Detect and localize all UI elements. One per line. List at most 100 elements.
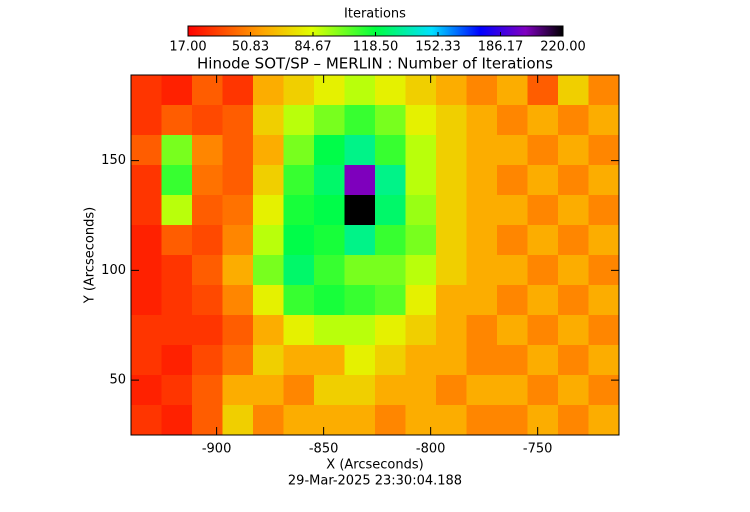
heatmap-cell (314, 165, 345, 196)
heatmap-cell (253, 105, 284, 136)
heatmap-cell (375, 225, 406, 256)
y-axis-label: Y (Arcseconds) (83, 207, 98, 304)
heatmap-cell (588, 405, 620, 436)
heatmap-cell (253, 405, 284, 436)
heatmap-cell (558, 285, 589, 316)
heatmap-cell (436, 135, 467, 166)
heatmap-cell (497, 135, 528, 166)
x-tick-label: -800 (416, 442, 446, 457)
heatmap-cell (497, 375, 528, 406)
heatmap-cell (497, 165, 528, 196)
heatmap-cell (527, 315, 559, 346)
heatmap-cell (466, 255, 498, 286)
heatmap-cell (497, 255, 528, 286)
heatmap-cell (131, 225, 162, 256)
heatmap-cell (161, 105, 193, 136)
heatmap-cell (558, 195, 589, 226)
heatmap-cell (344, 75, 376, 106)
heatmap-cell (527, 75, 559, 106)
heatmap-cell (588, 285, 620, 316)
heatmap-cell (375, 135, 406, 166)
heatmap-cell (344, 405, 376, 436)
colorbar-title: Iterations (344, 7, 406, 22)
heatmap-cell (314, 225, 345, 256)
heatmap-cell (253, 195, 284, 226)
heatmap-cell (161, 225, 193, 256)
heatmap-cell (588, 225, 620, 256)
heatmap-cell (131, 375, 162, 406)
heatmap-cell (436, 225, 467, 256)
heatmap-cell (436, 105, 467, 136)
heatmap-cell (131, 105, 162, 136)
x-tick-label: -850 (309, 442, 339, 457)
heatmap-cell (192, 225, 223, 256)
heatmap-cell (314, 345, 345, 376)
y-tick-label: 100 (101, 263, 126, 278)
heatmap-cell (283, 375, 315, 406)
heatmap-cell (436, 285, 467, 316)
heatmap-cell (466, 75, 498, 106)
heatmap-cell (161, 405, 193, 436)
heatmap-cell (405, 75, 437, 106)
heatmap-cell (131, 285, 162, 316)
heatmap-cell (131, 195, 162, 226)
heatmap-cell (222, 195, 254, 226)
heatmap-cell (466, 195, 498, 226)
heatmap-cell (222, 105, 254, 136)
heatmap-cell (527, 405, 559, 436)
heatmap-cell (375, 195, 406, 226)
heatmap-cell (161, 255, 193, 286)
heatmap-cell (344, 135, 376, 166)
heatmap-cell (283, 105, 315, 136)
heatmap-cell (314, 105, 345, 136)
heatmap-cell (192, 75, 223, 106)
plot-frame (130, 74, 620, 436)
colorbar-tick-label: 118.50 (353, 40, 399, 55)
heatmap-cell (344, 225, 376, 256)
heatmap-cell (558, 135, 589, 166)
heatmap-cell (466, 225, 498, 256)
heatmap-cell (405, 315, 437, 346)
heatmap-cell (527, 105, 559, 136)
heatmap-cell (497, 105, 528, 136)
heatmap-cell (314, 135, 345, 166)
heatmap-cell (344, 375, 376, 406)
footer: 29-Mar-2025 23:30:04.188 (288, 474, 462, 489)
heatmap-cell (222, 405, 254, 436)
heatmap-cell (558, 165, 589, 196)
heatmap-cell (161, 315, 193, 346)
heatmap-cell (161, 375, 193, 406)
heatmap-cell (405, 105, 437, 136)
heatmap-cell (558, 75, 589, 106)
heatmap-cell (344, 345, 376, 376)
heatmap-cell (222, 255, 254, 286)
heatmap-cell (375, 285, 406, 316)
heatmap-cell (344, 315, 376, 346)
heatmap-cell (436, 375, 467, 406)
heatmap-cell (314, 315, 345, 346)
heatmap-cell (253, 135, 284, 166)
heatmap-cell (131, 315, 162, 346)
heatmap-cell (527, 195, 559, 226)
heatmap-cell (253, 165, 284, 196)
heatmap-cell (405, 375, 437, 406)
heatmap-cell (588, 165, 620, 196)
heatmap-cell (375, 405, 406, 436)
heatmap-cell (222, 375, 254, 406)
heatmap-cell (161, 165, 193, 196)
heatmap-cell (588, 345, 620, 376)
heatmap-cell (497, 345, 528, 376)
heatmap-cell (375, 345, 406, 376)
heatmap-cell (466, 165, 498, 196)
colorbar-tick-label: 220.00 (540, 40, 586, 55)
heatmap-cell (283, 225, 315, 256)
heatmap-cell (253, 345, 284, 376)
x-tick-label: -750 (523, 442, 553, 457)
heatmap-cell (375, 165, 406, 196)
heatmap-cell (314, 405, 345, 436)
heatmap-cell (466, 135, 498, 166)
heatmap-cell (283, 195, 315, 226)
heatmap-cell (253, 75, 284, 106)
heatmap-cell (192, 195, 223, 226)
heatmap-cell (192, 375, 223, 406)
